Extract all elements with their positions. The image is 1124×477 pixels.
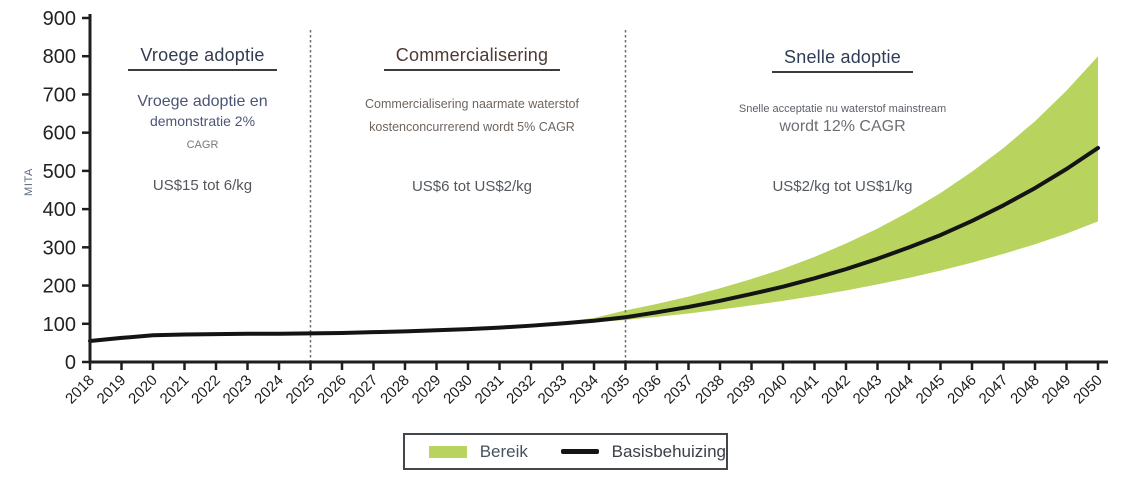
y-tick-label: 0 bbox=[65, 352, 76, 374]
phase-description-line: wordt 12% CAGR bbox=[779, 118, 906, 135]
x-tick-label: 2021 bbox=[157, 372, 193, 408]
legend-base-label: Basisbehuizing bbox=[611, 441, 726, 461]
x-tick-label: 2042 bbox=[818, 372, 854, 408]
base-case-line bbox=[88, 145, 1100, 343]
legend-range-label: Bereik bbox=[479, 441, 528, 461]
y-tick-label: 200 bbox=[43, 276, 76, 298]
y-tick-label: 400 bbox=[43, 199, 76, 221]
y-tick-label: 800 bbox=[43, 46, 76, 68]
x-tick-label: 2049 bbox=[1039, 372, 1075, 408]
y-tick-label: 900 bbox=[43, 8, 76, 30]
phase-block-rapid-adoption: Snelle adoptie Snelle acceptatie nu wate… bbox=[700, 47, 985, 195]
x-tick-label: 2050 bbox=[1070, 372, 1106, 408]
phase-description-line: Snelle acceptatie nu waterstof mainstrea… bbox=[738, 103, 947, 115]
x-tick-label: 2026 bbox=[314, 372, 350, 408]
x-tick-label: 2040 bbox=[755, 372, 791, 408]
phase-description-line: Vroege adoptie en bbox=[137, 93, 268, 110]
phase-description-line: demonstratie 2% bbox=[149, 113, 256, 129]
x-tick-label: 2022 bbox=[188, 372, 224, 408]
x-tick-label: 2039 bbox=[724, 372, 760, 408]
phase-title: Commercialisering bbox=[383, 45, 561, 71]
x-tick-label: 2043 bbox=[850, 372, 886, 408]
x-tick-label: 2038 bbox=[692, 372, 728, 408]
x-tick-label: 2030 bbox=[440, 372, 476, 408]
chart-legend: Bereik Basisbehuizing bbox=[403, 433, 728, 470]
legend-range-swatch bbox=[429, 445, 467, 458]
phase-price-range: US$2/kg tot US$1/kg bbox=[772, 178, 913, 195]
legend-base-line-sample bbox=[560, 449, 599, 454]
x-tick-label: 2035 bbox=[598, 372, 634, 408]
x-tick-label: 2046 bbox=[944, 372, 980, 408]
x-tick-label: 2019 bbox=[94, 372, 130, 408]
x-tick-label: 2037 bbox=[661, 372, 697, 408]
y-tick-label: 500 bbox=[43, 161, 76, 183]
x-tick-label: 2027 bbox=[346, 372, 382, 408]
phase-price-range: US$15 tot 6/kg bbox=[152, 177, 253, 194]
phase-description-line: CAGR bbox=[186, 139, 219, 151]
x-tick-label: 2028 bbox=[377, 372, 413, 408]
x-tick-label: 2034 bbox=[566, 372, 602, 408]
phase-description-line: Commercialisering naarmate waterstof bbox=[365, 97, 579, 111]
y-tick-label: 300 bbox=[43, 237, 76, 259]
y-tick-label: 100 bbox=[43, 314, 76, 336]
x-tick-label: 2033 bbox=[535, 372, 571, 408]
x-tick-label: 2018 bbox=[62, 372, 98, 408]
x-tick-label: 2048 bbox=[1007, 372, 1043, 408]
x-tick-label: 2044 bbox=[881, 372, 917, 408]
x-tick-label: 2045 bbox=[913, 372, 949, 408]
phase-description-line: kostenconcurrerend wordt 5% CAGR bbox=[369, 120, 575, 134]
x-tick-label: 2032 bbox=[503, 372, 539, 408]
phase-title: Vroege adoptie bbox=[128, 45, 277, 71]
y-tick-label: 600 bbox=[43, 123, 76, 145]
phase-title: Snelle adoptie bbox=[772, 47, 913, 73]
x-tick-label: 2020 bbox=[125, 372, 161, 408]
x-tick-label: 2025 bbox=[283, 372, 319, 408]
x-tick-label: 2041 bbox=[787, 372, 823, 408]
phase-block-commercialisation: Commercialisering Commercialisering naar… bbox=[336, 45, 608, 195]
phase-price-range: US$6 tot US$2/kg bbox=[411, 178, 533, 195]
x-tick-label: 2023 bbox=[220, 372, 256, 408]
phase-block-early-adoption: Vroege adoptie Vroege adoptie en demonst… bbox=[95, 45, 310, 194]
x-tick-label: 2029 bbox=[409, 372, 445, 408]
x-tick-label: 2031 bbox=[472, 372, 508, 408]
x-tick-label: 2024 bbox=[251, 372, 287, 408]
x-tick-label: 2036 bbox=[629, 372, 665, 408]
y-axis-label: MITA bbox=[23, 168, 35, 196]
x-tick-label: 2047 bbox=[976, 372, 1012, 408]
y-tick-label: 700 bbox=[43, 84, 76, 106]
